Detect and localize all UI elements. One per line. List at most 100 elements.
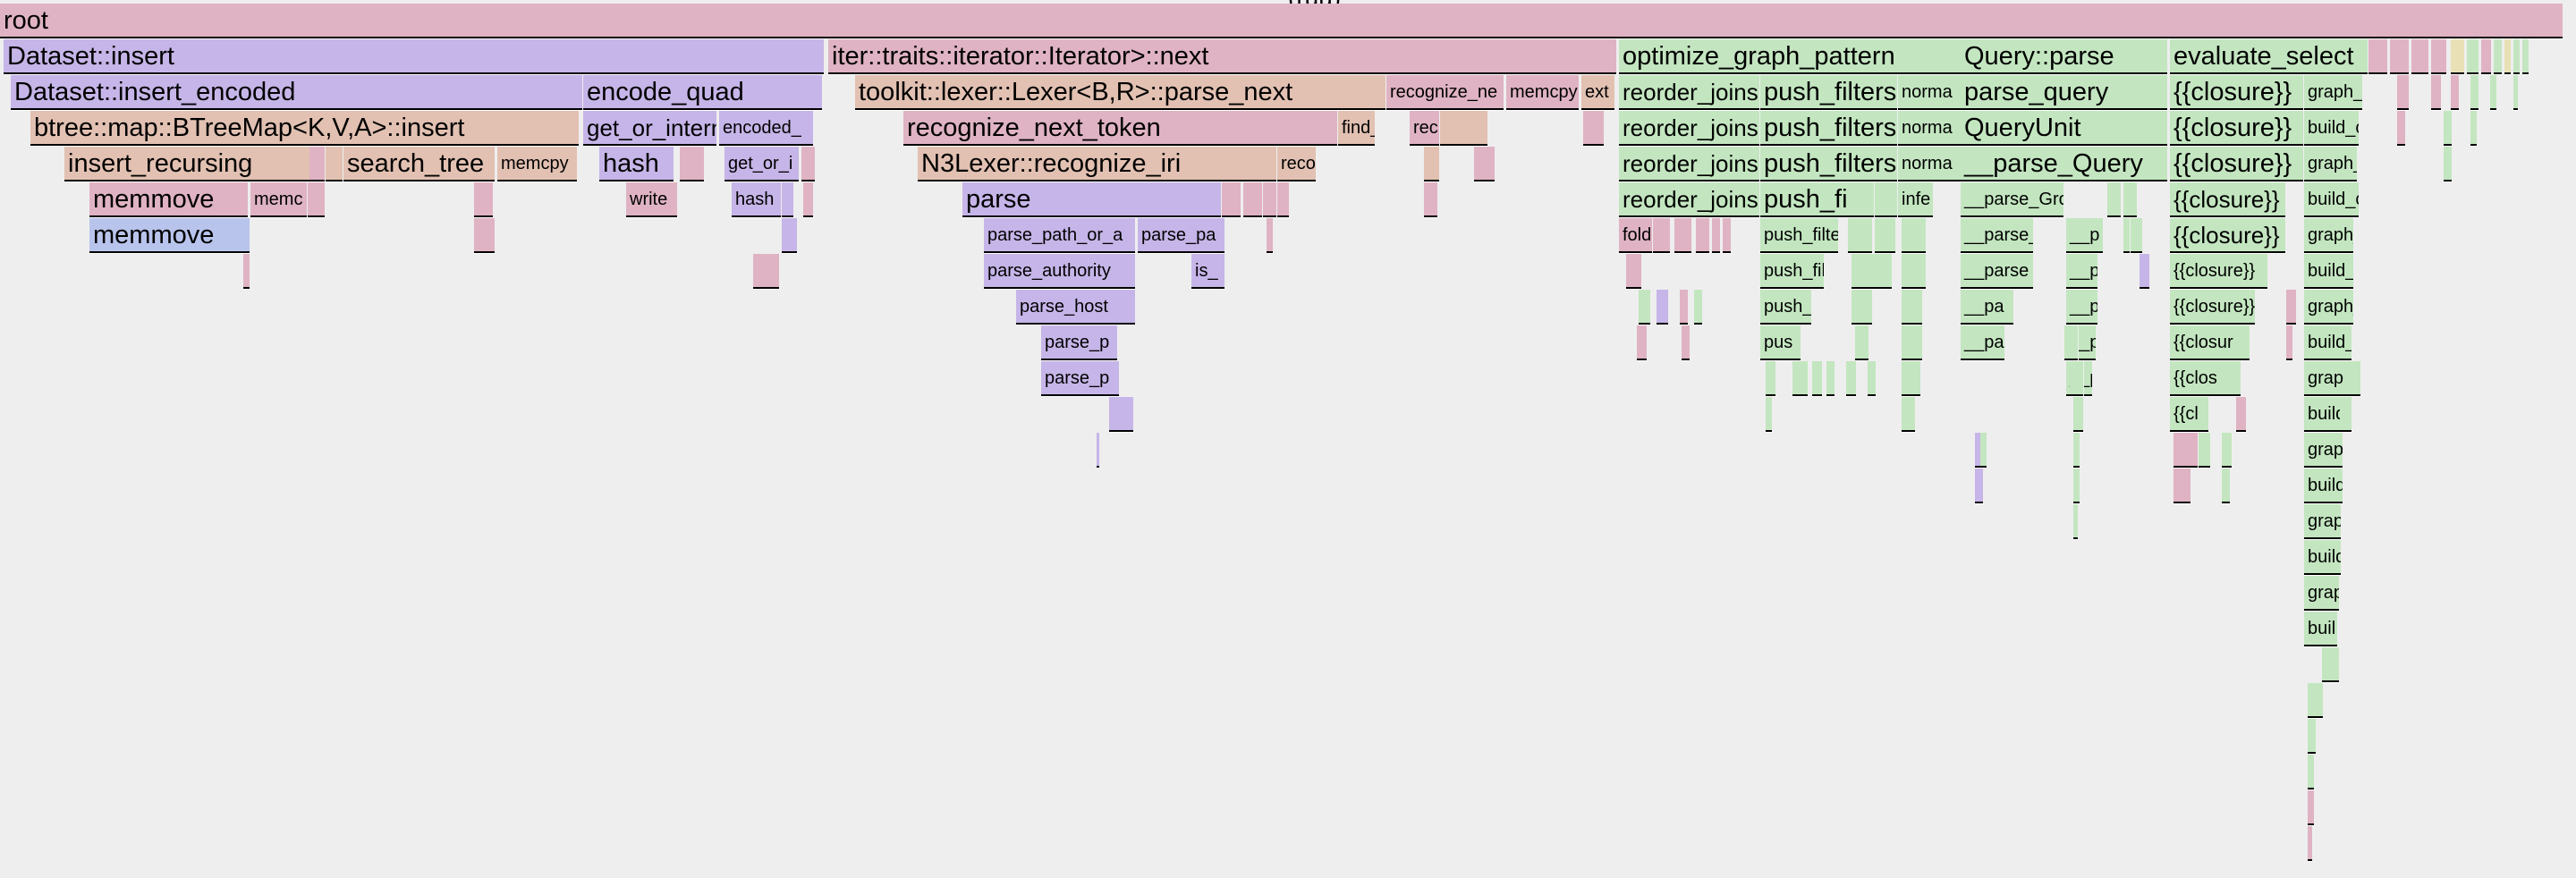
flame-frame-sliver[interactable] — [1852, 254, 1875, 290]
flame-frame-sliver[interactable] — [2397, 75, 2410, 111]
flame-frame[interactable]: N3Lexer::recognize_iri — [918, 147, 1277, 182]
flame-frame[interactable]: grap — [2304, 504, 2342, 540]
flame-frame-sliver[interactable] — [2107, 182, 2122, 218]
flame-frame-sliver[interactable] — [1657, 290, 1669, 325]
flame-frame[interactable]: iter::traits::iterator::Iterator>::next — [828, 39, 1617, 75]
flame-frame[interactable]: optimize_graph_pattern — [1619, 39, 1962, 75]
flame-frame-sliver[interactable] — [1766, 397, 1773, 433]
flame-frame[interactable]: insert_recursing — [64, 147, 343, 182]
flame-frame[interactable]: graph_ — [2304, 290, 2354, 325]
flame-frame-sliver[interactable] — [2522, 39, 2529, 75]
flame-frame-sliver[interactable] — [2123, 218, 2131, 254]
flame-frame-sliver[interactable] — [2131, 218, 2143, 254]
flame-frame-sliver[interactable] — [1846, 361, 1857, 397]
flame-frame-sliver[interactable] — [1766, 361, 1776, 397]
flame-frame-sliver[interactable] — [1583, 111, 1605, 147]
flame-frame[interactable]: __p — [2066, 218, 2104, 254]
flame-frame-sliver[interactable] — [2411, 39, 2429, 75]
flame-frame-sliver[interactable] — [680, 147, 705, 182]
flame-frame-sliver[interactable] — [1975, 469, 1984, 504]
flame-frame[interactable]: parse_pa — [1138, 218, 1225, 254]
flame-frame[interactable]: is_ — [1191, 254, 1225, 290]
flame-frame-sliver[interactable] — [2174, 469, 2191, 504]
flame-frame-sliver[interactable] — [1680, 290, 1689, 325]
flame-frame[interactable]: __parse_GroupGr — [1961, 182, 2064, 218]
flame-frame-sliver[interactable] — [2308, 826, 2313, 862]
flame-frame-sliver[interactable] — [812, 75, 823, 111]
flame-frame-sliver[interactable] — [2451, 75, 2460, 111]
flame-frame[interactable]: reco — [1277, 147, 1317, 182]
flame-frame-sliver[interactable] — [2286, 290, 2297, 325]
flame-frame-sliver[interactable] — [2368, 39, 2388, 75]
flame-frame[interactable]: hash — [599, 147, 674, 182]
flame-frame-sliver[interactable] — [1243, 182, 1263, 218]
flame-frame[interactable]: find_ — [1338, 111, 1376, 147]
flame-frame[interactable]: memcpy — [497, 147, 578, 182]
flame-frame-sliver[interactable] — [1902, 290, 1923, 325]
flame-frame-sliver[interactable] — [2431, 75, 2442, 111]
flame-frame[interactable]: memc — [250, 182, 308, 218]
flame-frame-sliver[interactable] — [1263, 182, 1277, 218]
flame-frame[interactable]: build_ — [2304, 254, 2354, 290]
flame-frame[interactable]: graph_ — [2304, 147, 2358, 182]
flame-frame[interactable]: build_ — [2304, 325, 2352, 361]
flame-frame[interactable]: memmove — [89, 218, 250, 254]
flame-frame-sliver[interactable] — [2444, 111, 2453, 147]
flame-frame[interactable]: recognize_next_token — [903, 111, 1338, 147]
flame-frame-sliver[interactable] — [1118, 397, 1134, 433]
flame-frame[interactable]: push_filters — [1760, 111, 1898, 147]
flame-frame-sliver[interactable] — [1723, 218, 1732, 254]
flame-frame[interactable]: __p — [2066, 254, 2098, 290]
flame-frame[interactable]: parse_path_or_a — [984, 218, 1136, 254]
flame-frame-sliver[interactable] — [1902, 325, 1923, 361]
flame-frame-sliver[interactable] — [2343, 361, 2361, 397]
flame-frame-sliver[interactable] — [2308, 790, 2315, 826]
flame-frame[interactable]: graph_ — [2304, 75, 2363, 111]
flame-frame[interactable]: parse — [962, 182, 1222, 218]
flame-frame-sliver[interactable] — [2070, 361, 2084, 397]
flame-frame-sliver[interactable] — [2222, 433, 2233, 469]
flame-frame-sliver[interactable] — [1868, 361, 1877, 397]
flame-frame[interactable]: fold — [1619, 218, 1653, 254]
flame-frame-sliver[interactable] — [1826, 361, 1835, 397]
flame-frame[interactable]: {{closure}} — [2170, 182, 2286, 218]
flame-frame-sliver[interactable] — [1682, 325, 1690, 361]
flame-frame[interactable]: graph — [2304, 433, 2343, 469]
flame-frame-sliver[interactable] — [1855, 325, 1869, 361]
flame-frame-sliver[interactable] — [2308, 683, 2324, 719]
flame-frame[interactable]: {{closure}} — [2170, 75, 2304, 111]
flame-frame[interactable]: push_filters — [1760, 218, 1839, 254]
flame-frame-sliver[interactable] — [1852, 290, 1873, 325]
flame-frame-sliver[interactable] — [474, 182, 494, 218]
flame-frame[interactable]: parse_p — [1041, 361, 1118, 397]
flame-frame-sliver[interactable] — [1424, 182, 1438, 218]
flame-frame[interactable]: evaluate_select — [2170, 39, 2368, 75]
flame-frame-sliver[interactable] — [309, 147, 326, 182]
flame-frame[interactable]: ext — [1581, 75, 1615, 111]
flame-frame-sliver[interactable] — [2467, 39, 2479, 75]
flame-frame[interactable]: parse_p — [1041, 325, 1118, 361]
flame-frame-sliver[interactable] — [1222, 182, 1241, 218]
flame-frame[interactable]: parse_query — [1961, 75, 2168, 111]
flame-frame[interactable]: graph_ — [2304, 218, 2354, 254]
flame-frame[interactable]: push_filters — [1760, 75, 1898, 111]
flame-frame-sliver[interactable] — [2504, 39, 2512, 75]
flame-frame[interactable]: push_filters — [1760, 182, 1855, 218]
flame-frame-sliver[interactable] — [753, 254, 780, 290]
flame-frame-sliver[interactable] — [2174, 433, 2199, 469]
flame-frame[interactable]: {{clos — [2170, 361, 2241, 397]
flame-frame-sliver[interactable] — [2397, 111, 2406, 147]
flame-frame-sliver[interactable] — [1639, 290, 1651, 325]
flame-frame-sliver[interactable] — [1109, 361, 1120, 397]
flame-frame-sliver[interactable] — [2140, 254, 2150, 290]
flame-frame[interactable]: {{closur — [2170, 325, 2250, 361]
flame-frame-sliver[interactable] — [2073, 433, 2080, 469]
flame-frame[interactable]: push_filters — [1760, 147, 1898, 182]
flame-frame-sliver[interactable] — [2451, 39, 2465, 75]
flame-frame-sliver[interactable] — [801, 147, 816, 182]
flame-frame-sliver[interactable] — [2513, 75, 2519, 111]
flame-frame[interactable]: norma — [1898, 111, 1962, 147]
flame-frame[interactable]: {{cl — [2170, 397, 2209, 433]
flame-frame-sliver[interactable] — [1875, 218, 1896, 254]
flame-frame[interactable]: __p — [2066, 290, 2098, 325]
